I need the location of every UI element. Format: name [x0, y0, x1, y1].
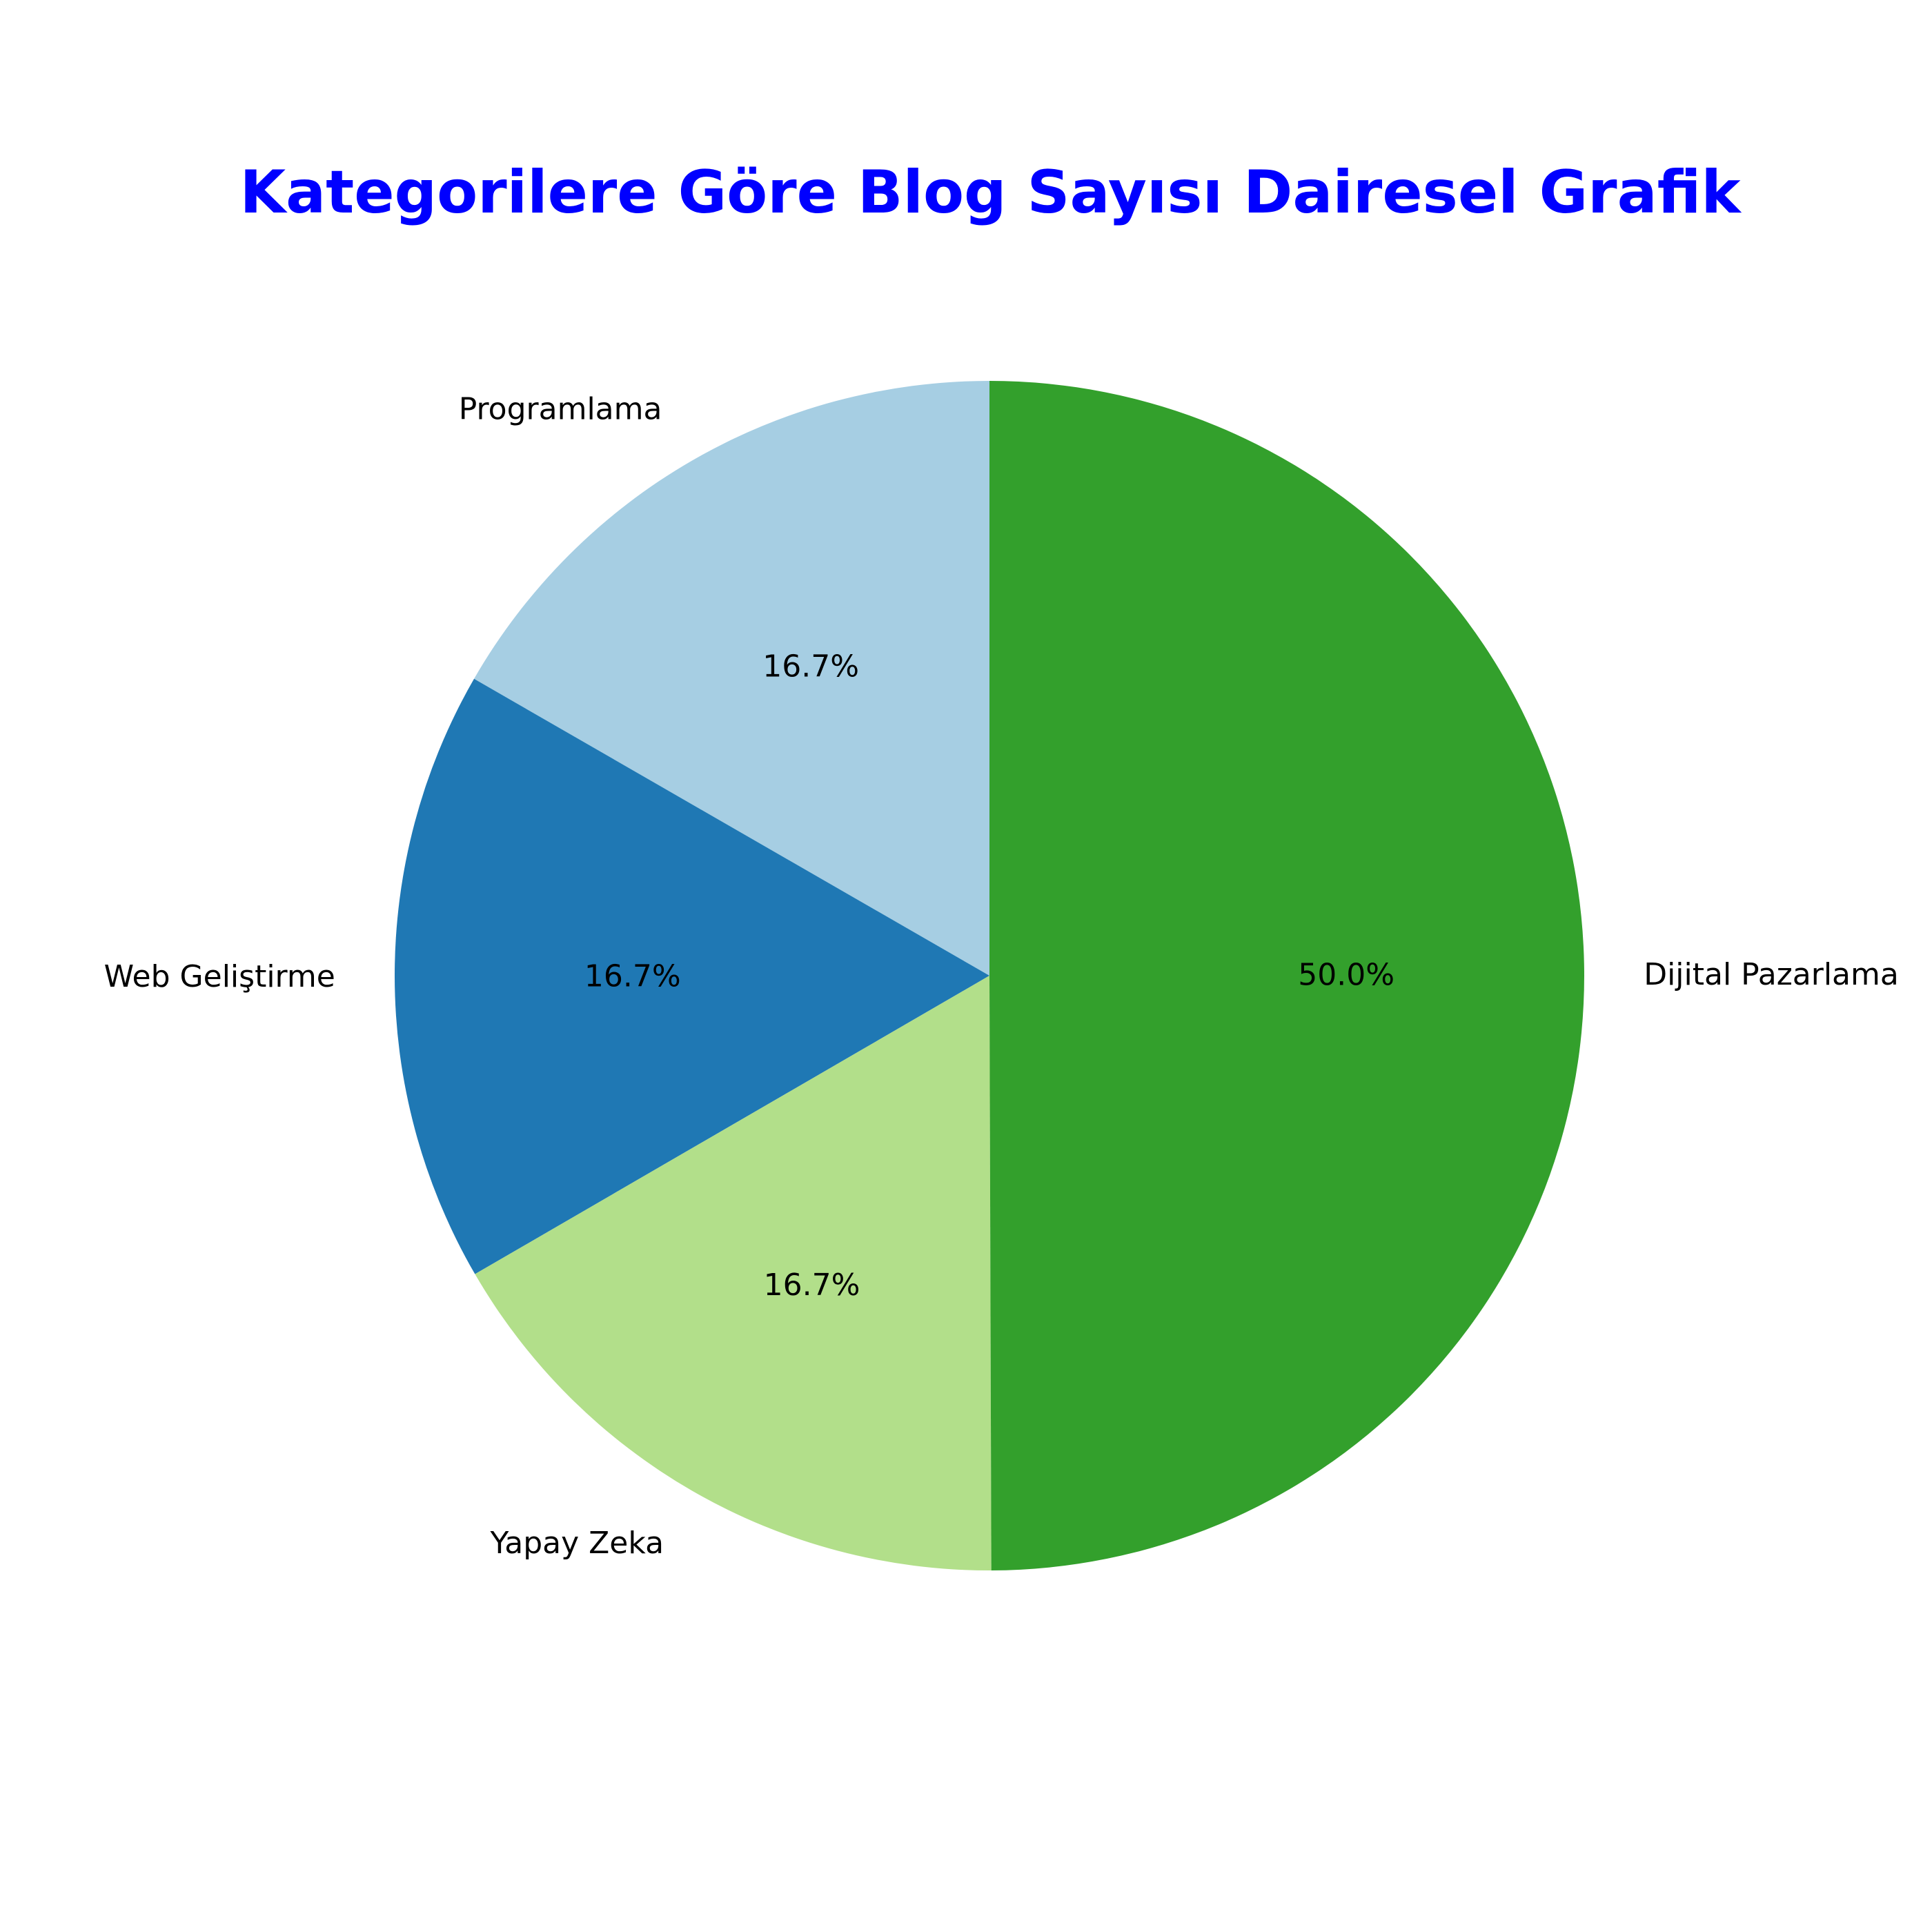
- slice-percent-yapay-zeka: 16.7%: [764, 1268, 860, 1303]
- pie-slice-programlama: [474, 381, 989, 976]
- slice-label-programlama: Programlama: [459, 392, 662, 427]
- slice-label-dijital-pazarlama: Dijital Pazarlama: [1644, 957, 1899, 992]
- pie-slice-yapay-zeka: [475, 976, 992, 1570]
- slice-percent-programlama: 16.7%: [762, 649, 859, 684]
- pie-labels: Programlama 16.7% Web Geliştirme 16.7% Yapay…: [104, 392, 1899, 1561]
- pie-slice-web-gelistirme: [394, 678, 989, 1274]
- slice-label-yapay-zeka: Yapay Zeka: [489, 1526, 664, 1561]
- chart-title: Kategorilere Göre Blog Sayısı Dairesel G…: [239, 158, 1742, 227]
- slice-label-web-gelistirme: Web Geliştirme: [104, 959, 335, 994]
- slice-percent-web-gelistirme: 16.7%: [584, 958, 681, 994]
- pie-slice-dijital-pazarlama: [989, 381, 1584, 1570]
- slice-percent-dijital-pazarlama: 50.0%: [1298, 958, 1394, 993]
- pie-slices: [394, 381, 1584, 1570]
